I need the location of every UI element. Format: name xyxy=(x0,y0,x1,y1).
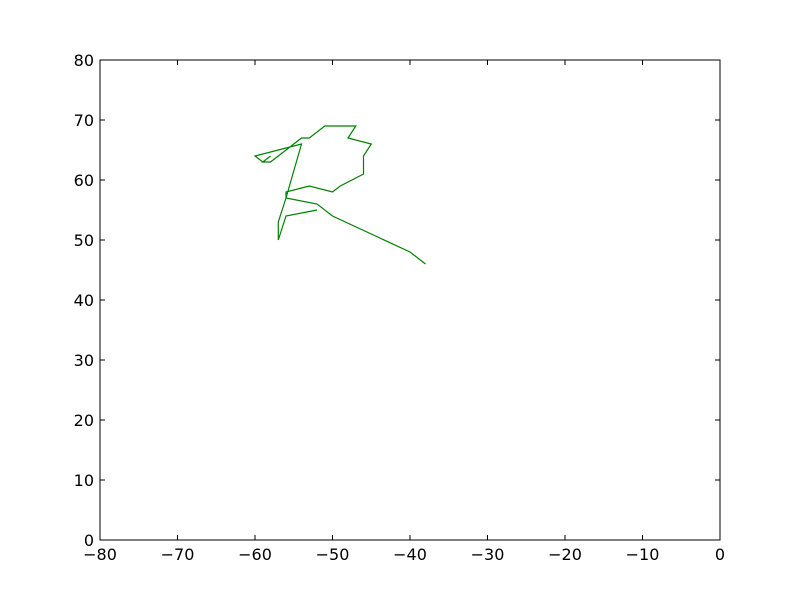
x-tick-label: −30 xyxy=(471,545,505,564)
x-tick-label: −40 xyxy=(393,545,427,564)
x-tick-label: 0 xyxy=(715,545,725,564)
y-tick-label: 30 xyxy=(74,351,94,370)
x-tick-label: −70 xyxy=(161,545,195,564)
x-tick-label: −60 xyxy=(238,545,272,564)
y-tick-label: 50 xyxy=(74,231,94,250)
x-tick-label: −50 xyxy=(316,545,350,564)
series-line-0 xyxy=(253,125,426,265)
series-layer xyxy=(253,125,426,265)
y-tick-label: 20 xyxy=(74,411,94,430)
plot-area-frame xyxy=(99,59,721,541)
y-tick-label: 0 xyxy=(84,531,94,550)
y-tick-label: 10 xyxy=(74,471,94,490)
tick-label-layer: −80 −70 −60 −50 −40 −30 −20 −10 0 0 10 20 30 40 50 60 70… xyxy=(74,51,725,564)
x-tick-label: −10 xyxy=(626,545,660,564)
y-tick-label: 60 xyxy=(74,171,94,190)
y-tick-label: 40 xyxy=(74,291,94,310)
y-tick-label: 80 xyxy=(74,51,94,70)
x-tick-label: −20 xyxy=(548,545,582,564)
y-tick-label: 70 xyxy=(74,111,94,130)
x-tick-label: −80 xyxy=(83,545,117,564)
